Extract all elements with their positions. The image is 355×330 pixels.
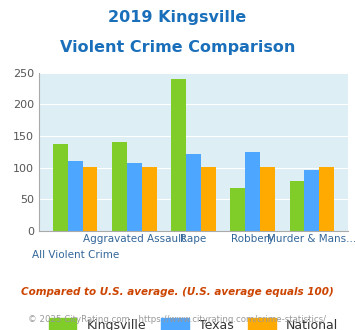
Bar: [319, 167, 334, 231]
Bar: [171, 79, 186, 231]
Legend: Kingsville, Texas, National: Kingsville, Texas, National: [44, 313, 343, 330]
Text: © 2025 CityRating.com - https://www.cityrating.com/crime-statistics/: © 2025 CityRating.com - https://www.city…: [28, 315, 327, 324]
Bar: [68, 161, 83, 231]
Bar: [245, 152, 260, 231]
Bar: [186, 154, 201, 231]
Text: Violent Crime Comparison: Violent Crime Comparison: [60, 40, 295, 54]
Bar: [304, 170, 319, 231]
Text: All Violent Crime: All Violent Crime: [32, 250, 119, 260]
Bar: [260, 167, 275, 231]
Text: Compared to U.S. average. (U.S. average equals 100): Compared to U.S. average. (U.S. average …: [21, 287, 334, 297]
Bar: [142, 167, 157, 231]
Bar: [112, 142, 127, 231]
Bar: [127, 163, 142, 231]
Bar: [53, 144, 68, 231]
Text: 2019 Kingsville: 2019 Kingsville: [108, 10, 247, 25]
Bar: [201, 167, 215, 231]
Bar: [83, 167, 97, 231]
Bar: [230, 188, 245, 231]
Bar: [290, 181, 304, 231]
